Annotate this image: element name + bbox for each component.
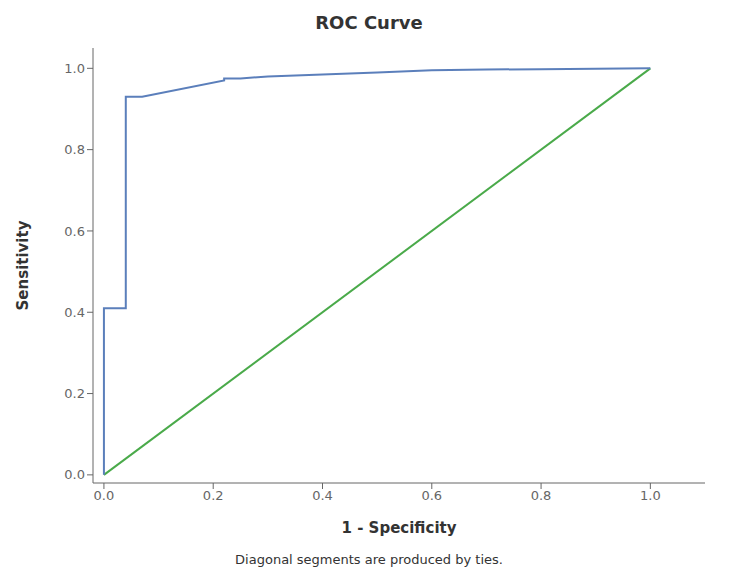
svg-text:1.0: 1.0: [64, 61, 85, 76]
svg-text:Sensitivity: Sensitivity: [14, 220, 32, 310]
svg-text:1.0: 1.0: [640, 488, 661, 503]
svg-text:0.4: 0.4: [312, 488, 333, 503]
html-text:Diagonal segments are produced: Diagonal segments are produced by ties.: [235, 552, 503, 567]
svg-text:0.0: 0.0: [64, 467, 85, 482]
svg-text:0.2: 0.2: [64, 386, 85, 401]
svg-text:0.6: 0.6: [64, 224, 85, 239]
svg-text:0.2: 0.2: [203, 488, 224, 503]
svg-text:0.8: 0.8: [64, 142, 85, 157]
svg-text:0.0: 0.0: [94, 488, 115, 503]
svg-text:1 - Specificity: 1 - Specificity: [342, 519, 457, 537]
svg-text:0.6: 0.6: [421, 488, 442, 503]
svg-text:0.8: 0.8: [531, 488, 552, 503]
html-text:ROC Curve: ROC Curve: [315, 12, 423, 33]
svg-text:0.4: 0.4: [64, 305, 85, 320]
